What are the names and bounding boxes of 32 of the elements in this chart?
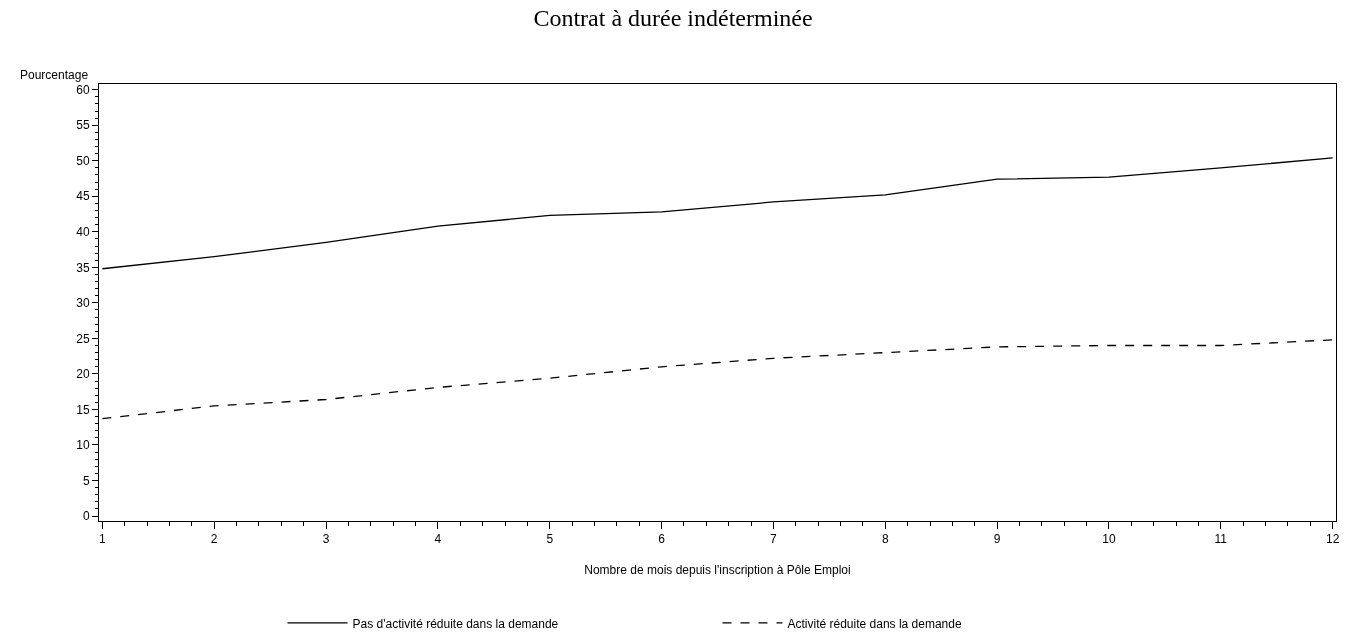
x-tick-label: 8 xyxy=(881,532,889,547)
y-tick-label: 30 xyxy=(76,296,90,311)
legend-label: Activité réduite dans la demande xyxy=(787,616,962,631)
legend-label: Pas d'activité réduite dans la demande xyxy=(352,616,559,631)
line-series xyxy=(101,157,1334,270)
x-tick-label: 7 xyxy=(770,532,778,547)
x-tick-label: 4 xyxy=(434,532,442,547)
x-tick-label: 3 xyxy=(322,532,330,547)
y-tick-label: 50 xyxy=(76,153,90,168)
y-tick-label: 60 xyxy=(76,82,90,97)
x-tick-label: 1 xyxy=(99,532,107,547)
x-tick-label: 9 xyxy=(993,532,1001,547)
x-axis-title: Nombre de mois depuis l'inscription à Pôle Emploi xyxy=(584,563,851,578)
y-tick-label: 15 xyxy=(76,402,90,417)
x-tick-label: 2 xyxy=(210,532,218,547)
x-tick-label: 12 xyxy=(1325,532,1340,547)
y-tick-label: 40 xyxy=(76,225,90,239)
y-tick-label: 5 xyxy=(82,473,90,488)
y-tick-label: 0 xyxy=(82,509,90,524)
y-tick-label: 25 xyxy=(76,331,90,346)
chart-title: Contrat à durée indéterminée xyxy=(533,5,813,32)
y-tick-label: 35 xyxy=(76,260,90,275)
x-tick-label: 6 xyxy=(658,532,666,547)
y-axis-title: Pourcentage xyxy=(20,68,89,82)
y-tick-label: 20 xyxy=(76,367,90,382)
x-tick-label: 5 xyxy=(546,532,554,547)
x-tick-label: 11 xyxy=(1214,532,1228,547)
y-tick-label: 55 xyxy=(76,118,90,133)
x-tick-label: 10 xyxy=(1102,532,1116,547)
line-series xyxy=(101,339,1334,420)
y-tick-label: 10 xyxy=(76,438,90,453)
y-tick-label: 45 xyxy=(76,189,90,204)
